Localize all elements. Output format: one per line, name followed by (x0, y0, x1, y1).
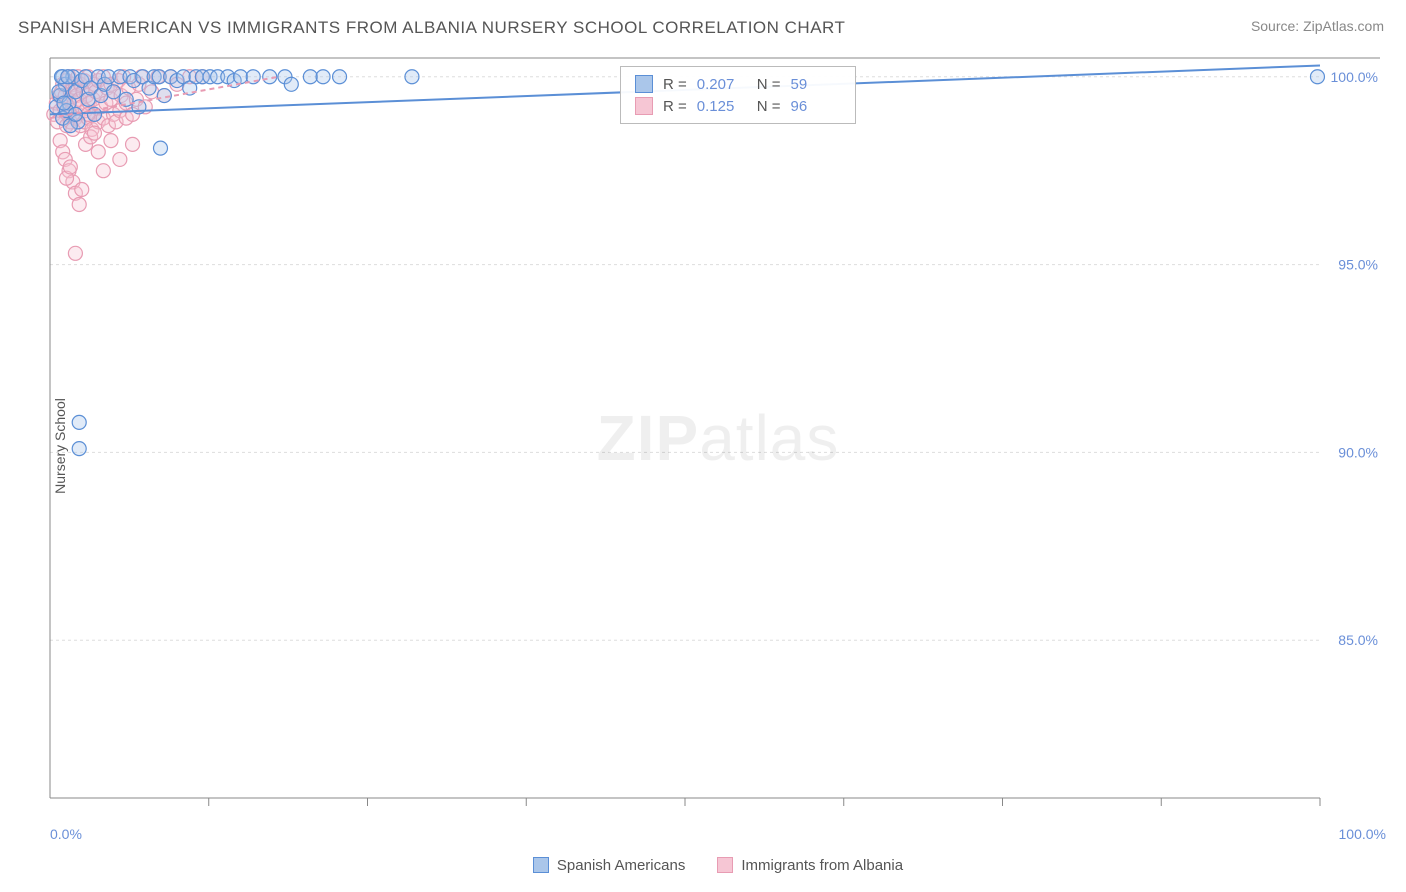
stat-r-label: R = (663, 98, 687, 115)
stat-r-value: 0.207 (697, 76, 747, 93)
svg-text:90.0%: 90.0% (1338, 444, 1378, 460)
chart-title: SPANISH AMERICAN VS IMMIGRANTS FROM ALBA… (18, 18, 845, 38)
stat-r-value: 0.125 (697, 98, 747, 115)
swatch-icon (635, 97, 653, 115)
stats-row-albania: R = 0.125 N = 96 (635, 95, 841, 117)
stat-r-label: R = (663, 76, 687, 93)
stat-n-value: 59 (791, 76, 841, 93)
stats-row-spanish: R = 0.207 N = 59 (635, 73, 841, 95)
swatch-icon (717, 857, 733, 873)
chart-svg: 85.0% 90.0% 95.0% 100.0% (50, 58, 1386, 818)
swatch-icon (635, 75, 653, 93)
x-axis-min-label: 0.0% (50, 826, 82, 842)
bottom-legend: Spanish Americans Immigrants from Albania (50, 857, 1386, 874)
stat-n-label: N = (757, 76, 781, 93)
swatch-icon (533, 857, 549, 873)
svg-text:95.0%: 95.0% (1338, 257, 1378, 273)
svg-text:85.0%: 85.0% (1338, 632, 1378, 648)
svg-text:100.0%: 100.0% (1331, 69, 1378, 85)
stats-box: R = 0.207 N = 59 R = 0.125 N = 96 (620, 66, 856, 124)
legend-label: Spanish Americans (557, 857, 685, 874)
legend-item: Immigrants from Albania (717, 857, 903, 874)
series-spanish (49, 70, 1324, 456)
x-axis-max-label: 100.0% (1339, 826, 1386, 842)
plot-area: 85.0%90.0%95.0%100.0% ZIPatlas R =0.207N… (50, 58, 1386, 818)
stat-n-value: 96 (791, 98, 841, 115)
legend-item: Spanish Americans (533, 857, 685, 874)
source-label: Source: ZipAtlas.com (1251, 18, 1384, 34)
stat-n-label: N = (757, 98, 781, 115)
legend-label: Immigrants from Albania (741, 857, 903, 874)
